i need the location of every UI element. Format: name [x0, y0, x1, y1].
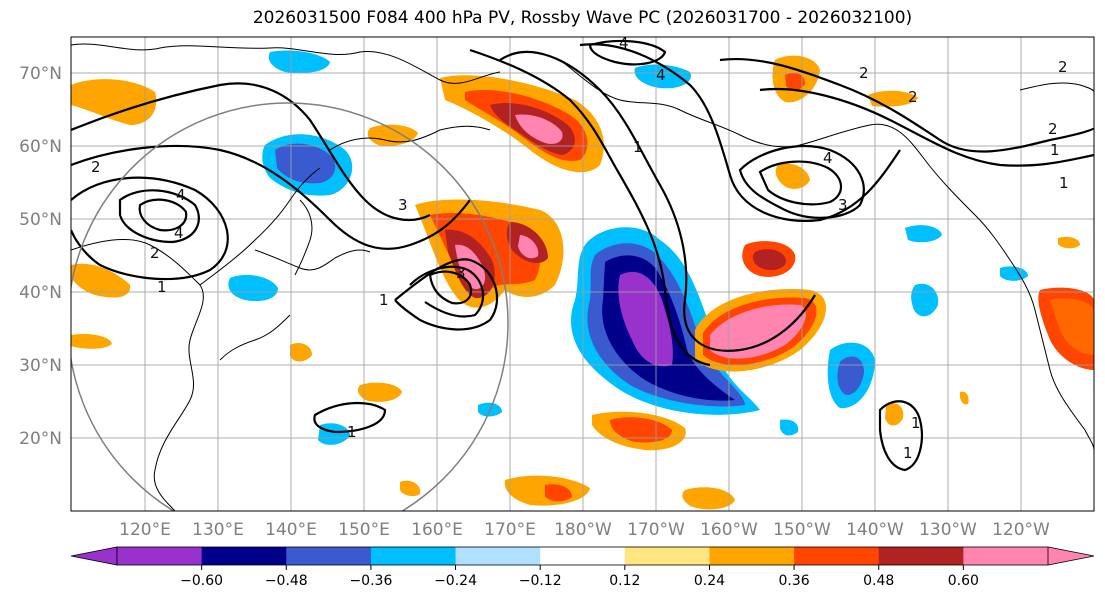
lat-label: 40°N	[19, 283, 62, 303]
contour-label: 1	[903, 444, 913, 462]
reference-circle	[71, 102, 509, 511]
contour-label: 2	[1058, 58, 1068, 76]
contour-label: 4	[174, 224, 184, 242]
lon-label: 150°E	[338, 520, 390, 540]
figure-title: 2026031500 F084 400 hPa PV, Rossby Wave …	[252, 8, 913, 28]
lon-label: 170°E	[484, 520, 536, 540]
latitude-labels: 70°N 60°N 50°N 40°N 30°N 20°N	[19, 64, 62, 449]
lat-label: 70°N	[19, 64, 62, 84]
graticule	[71, 37, 1094, 511]
colorbar-tick-label: 0.60	[948, 573, 979, 589]
colorbar-swatch	[794, 547, 880, 565]
contour-label: 2	[150, 244, 160, 262]
colorbar-extend-high	[1047, 546, 1095, 566]
colorbar-tick-label: −0.24	[434, 573, 477, 589]
colorbar-tick-label: 0.12	[609, 573, 640, 589]
anomaly-shading	[71, 50, 1094, 510]
lon-label: 130°E	[192, 520, 244, 540]
contour-label: 3	[398, 196, 408, 214]
longitude-labels: 120°E 130°E 140°E 150°E 160°E 170°E 180°…	[119, 520, 1050, 540]
contour-labels: 4 4 4 2 2 2 2 1 1 3 4 2 3 4 1 2 3 1 1 1 …	[91, 34, 1069, 462]
lat-label: 50°N	[19, 210, 62, 230]
lat-label: 60°N	[19, 137, 62, 157]
colorbar-swatch	[624, 547, 710, 565]
colorbar-tick-label: −0.48	[265, 573, 308, 589]
colorbar-tick-label: −0.60	[180, 573, 223, 589]
contour-label: 4	[619, 34, 629, 52]
lon-label: 130°W	[919, 520, 977, 540]
colorbar-frame	[116, 546, 1049, 566]
lat-label: 20°N	[19, 429, 62, 449]
colorbar-swatch	[455, 547, 541, 565]
contour-label: 2	[908, 88, 918, 106]
lon-label: 160°E	[411, 520, 463, 540]
contour-label: 2	[859, 64, 869, 82]
colorbar-swatch	[540, 547, 626, 565]
colorbar-swatch	[201, 547, 287, 565]
lon-label: 140°W	[846, 520, 904, 540]
colorbar-swatch	[286, 547, 372, 565]
plot-frame	[70, 36, 1095, 512]
contour-label: 1	[1050, 141, 1060, 159]
colorbar-tick-label: −0.36	[349, 573, 392, 589]
colorbar-swatch	[370, 547, 457, 565]
colorbar-swatch	[709, 547, 795, 565]
colorbar-tick-label: 0.48	[863, 573, 894, 589]
lon-label: 120°W	[992, 520, 1050, 540]
contour-label: 1	[157, 278, 167, 296]
contour-label: 1	[379, 291, 389, 309]
lon-label: 150°W	[773, 520, 831, 540]
colorbar-extend-low	[70, 546, 118, 566]
colorbar-swatch	[963, 547, 1049, 565]
contour-label: 3	[456, 264, 466, 282]
colorbar-swatch	[117, 547, 203, 565]
colorbar-tick-label: 0.36	[779, 573, 810, 589]
lon-label: 120°E	[119, 520, 171, 540]
contour-label: 1	[911, 414, 921, 432]
contour-label: 2	[1048, 120, 1058, 138]
lon-label: 180°W	[554, 520, 612, 540]
contour-label: 1	[633, 138, 643, 156]
lon-label: 170°W	[627, 520, 685, 540]
colorbar-tick-label: 0.24	[694, 573, 725, 589]
contour-label: 1	[1059, 174, 1069, 192]
contour-label: 4	[823, 149, 833, 167]
contour-label: 4	[176, 186, 186, 204]
contour-label: 4	[656, 66, 666, 84]
contour-label: 2	[91, 158, 101, 176]
colorbar: −0.60 −0.48 −0.36 −0.24 −0.12 0.12 0.24 0.36 0.4…	[70, 546, 1095, 589]
lon-label: 160°W	[700, 520, 758, 540]
colorbar-tick-label: −0.12	[519, 573, 562, 589]
contour-label: 3	[838, 196, 848, 214]
contour-label: 1	[347, 423, 357, 441]
lat-label: 30°N	[19, 356, 62, 376]
lon-label: 140°E	[265, 520, 317, 540]
colorbar-swatch	[878, 547, 964, 565]
